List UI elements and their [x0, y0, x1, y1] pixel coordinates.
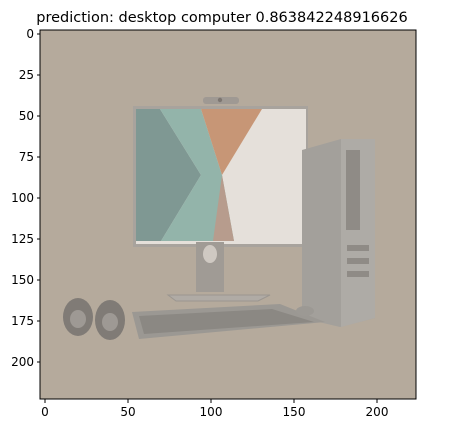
- y-axis: 0 25 50 75 100 125 150 175 200: [11, 27, 40, 369]
- y-tick-label: 175: [11, 314, 34, 328]
- y-tick-label: 100: [11, 191, 34, 205]
- y-tick-label: 200: [11, 355, 34, 369]
- y-tick-label: 125: [11, 232, 34, 246]
- x-tick-label: 200: [366, 405, 389, 419]
- y-tick-label: 75: [19, 150, 34, 164]
- mouse: [296, 306, 314, 316]
- y-tick-label: 50: [19, 109, 34, 123]
- plot-title: prediction: desktop computer 0.863842248…: [36, 10, 407, 26]
- y-tick-label: 150: [11, 273, 34, 287]
- x-tick-label: 100: [200, 405, 223, 419]
- x-axis: 0 50 100 150 200: [41, 399, 388, 419]
- y-tick-label: 25: [19, 68, 34, 82]
- x-tick-label: 150: [283, 405, 306, 419]
- x-tick-label: 50: [120, 405, 135, 419]
- y-tick-label: 0: [26, 27, 34, 41]
- x-tick-label: 0: [41, 405, 49, 419]
- image-panel: [40, 30, 416, 399]
- desktop-tower: [302, 139, 375, 327]
